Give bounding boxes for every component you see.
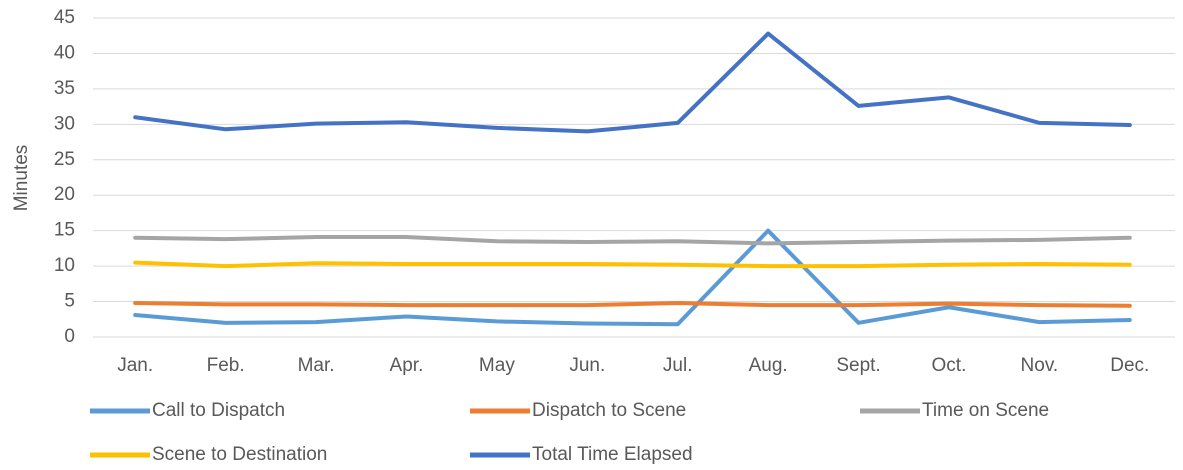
x-tick-label: May	[479, 355, 515, 376]
x-tick-label: Oct.	[932, 355, 967, 376]
y-tick-label: 15	[54, 220, 75, 241]
x-tick-label: Jun.	[569, 355, 605, 376]
series-line	[133, 228, 1132, 327]
y-tick-label: 25	[54, 149, 75, 170]
series-line	[133, 235, 1132, 246]
y-tick-label: 5	[64, 291, 75, 312]
y-tick-label: 30	[54, 113, 75, 134]
series-line	[133, 260, 1132, 269]
x-tick-label: Jul.	[663, 355, 693, 376]
x-tick-label: Apr.	[390, 355, 424, 376]
legend-label: Total Time Elapsed	[532, 444, 693, 465]
legend-label: Dispatch to Scene	[532, 400, 686, 421]
x-tick-label: Dec.	[1110, 355, 1149, 376]
series-line	[133, 31, 1132, 134]
x-tick-label: Feb.	[207, 355, 245, 376]
y-tick-label: 45	[54, 7, 75, 28]
x-tick-label: Sept.	[836, 355, 880, 376]
x-tick-label: Jan.	[117, 355, 153, 376]
y-tick-label: 10	[54, 255, 75, 276]
y-tick-label: 20	[54, 184, 75, 205]
series-line	[133, 300, 1132, 308]
y-axis-label: Minutes	[11, 145, 32, 212]
x-tick-label: Mar.	[298, 355, 335, 376]
y-tick-label: 35	[54, 78, 75, 99]
x-tick-label: Nov.	[1021, 355, 1059, 376]
y-tick-label: 40	[54, 42, 75, 63]
legend-label: Call to Dispatch	[152, 400, 285, 421]
x-tick-label: Aug.	[749, 355, 788, 376]
y-tick-label: 0	[64, 326, 75, 347]
legend-label: Time on Scene	[922, 400, 1049, 421]
legend-label: Scene to Destination	[152, 444, 327, 465]
